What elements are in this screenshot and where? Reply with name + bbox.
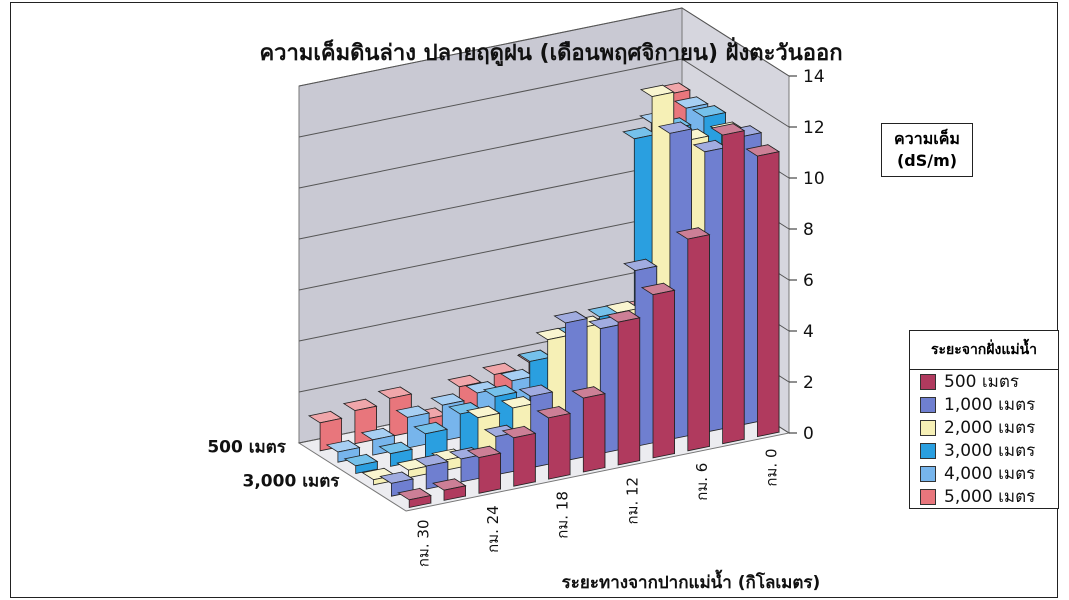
- legend-label: 4,000 เมตร: [944, 464, 1036, 484]
- legend-item: 1,000 เมตร: [910, 393, 1058, 416]
- x-tick-label: กม. 6: [693, 463, 711, 501]
- bar-0-6: [606, 309, 641, 466]
- x-tick-label: กม. 24: [484, 505, 502, 553]
- x-tick-label: กม. 0: [763, 449, 781, 487]
- bar-front: [652, 289, 675, 459]
- legend-label: 2,000 เมตร: [944, 418, 1036, 438]
- bar-front: [408, 495, 432, 508]
- depth-tick-label: 3,000 เมตร: [243, 472, 341, 492]
- legend-label: 1,000 เมตร: [944, 395, 1036, 415]
- y-axis-label-line1: ความเค็ม: [894, 129, 960, 148]
- bar-front: [582, 393, 606, 473]
- y-tick-label: 0: [803, 424, 814, 444]
- gridline: [298, 58, 790, 138]
- legend-label: 500 เมตร: [944, 372, 1020, 392]
- y-tick-label: 6: [803, 271, 814, 291]
- bar-front: [389, 393, 412, 438]
- bar-front: [513, 432, 536, 487]
- legend-swatch: [920, 419, 936, 436]
- legend-swatch: [920, 442, 936, 459]
- bar-0-0: [397, 487, 432, 508]
- chart-plot: 0 2 4 6 8 10 12 14 กม. 30 กม. 24 กม. 18 กม. 12 กม. 6…: [207, 7, 825, 568]
- y-axis-label: ความเค็ม (dS/m): [881, 123, 973, 177]
- bar-3-2: [413, 421, 449, 460]
- bar-1-5: [553, 310, 589, 462]
- bar-0-9: [710, 122, 746, 445]
- bar-front: [669, 128, 692, 440]
- bar-front: [687, 234, 710, 452]
- bar-front: [443, 485, 467, 501]
- legend-label: 5,000 เมตร: [944, 487, 1036, 507]
- legend-item: 3,000 เมตร: [910, 439, 1058, 462]
- y-axis-label-line2: (dS/m): [896, 151, 958, 170]
- legend-label: 3,000 เมตร: [944, 441, 1036, 461]
- depth-tick-label: 500 เมตร: [207, 438, 286, 458]
- bar-0-7: [640, 282, 676, 459]
- gridline: [298, 7, 790, 87]
- bar-0-3: [501, 425, 537, 487]
- legend-swatch: [920, 373, 936, 390]
- bar-front: [722, 130, 745, 445]
- bar-0-8: [675, 226, 711, 452]
- y-tick-label: 10: [803, 169, 825, 189]
- bar-front: [565, 318, 588, 462]
- legend-item: 5,000 เมตร: [910, 485, 1058, 508]
- x-tick-label: กม. 18: [554, 491, 572, 539]
- bar-0-2: [466, 445, 502, 494]
- bar-front: [407, 412, 430, 449]
- bar-front: [548, 413, 571, 480]
- x-tick-label: กม. 12: [623, 477, 641, 525]
- x-tick-label: กม. 30: [414, 520, 432, 568]
- bar-front: [617, 317, 641, 466]
- legend-items: 500 เมตร 1,000 เมตร 2,000 เมตร 3,000 เมตร 4,…: [910, 370, 1058, 508]
- y-tick-label: 8: [803, 220, 814, 240]
- y-tick-label: 12: [803, 118, 825, 138]
- chart-frame: 0 2 4 6 8 10 12 14 กม. 30 กม. 24 กม. 18 กม. 12 กม. 6…: [10, 2, 1059, 598]
- legend-item: 4,000 เมตร: [910, 462, 1058, 485]
- legend-swatch: [920, 465, 936, 482]
- bar-3-1: [378, 441, 414, 467]
- y-tick-label: 14: [803, 67, 825, 87]
- y-tick-label: 4: [803, 322, 814, 342]
- x-axis-label: ระยะทางจากปากแม่น้ำ (กิโลเมตร): [561, 573, 821, 593]
- bar-front: [355, 461, 378, 474]
- legend-item: 2,000 เมตร: [910, 416, 1058, 439]
- bar-0-1: [431, 478, 467, 501]
- legend-swatch: [920, 396, 936, 413]
- legend-title: ระยะจากฝั่งแม่น้ำ: [910, 331, 1058, 370]
- plot-area: 0 2 4 6 8 10 12 14 กม. 30 กม. 24 กม. 18 กม. 12 กม. 6…: [207, 7, 825, 568]
- bar-0-4: [536, 405, 572, 480]
- bar-front: [478, 452, 501, 494]
- legend-swatch: [920, 488, 936, 505]
- legend: ระยะจากฝั่งแม่น้ำ 500 เมตร 1,000 เมตร 2,00…: [909, 330, 1059, 509]
- bar-3-0: [343, 453, 379, 474]
- bar-1-8: [657, 121, 693, 440]
- chart-title: ความเค็มดินล่าง ปลายฤดูฝน (เดือนพฤศจิกาย…: [259, 41, 843, 66]
- bar-front: [757, 151, 780, 438]
- legend-item: 500 เมตร: [910, 370, 1058, 393]
- bar-0-10: [745, 143, 781, 438]
- y-tick-label: 2: [803, 373, 814, 393]
- bar-0-5: [571, 385, 606, 473]
- bar-4-2: [395, 405, 431, 449]
